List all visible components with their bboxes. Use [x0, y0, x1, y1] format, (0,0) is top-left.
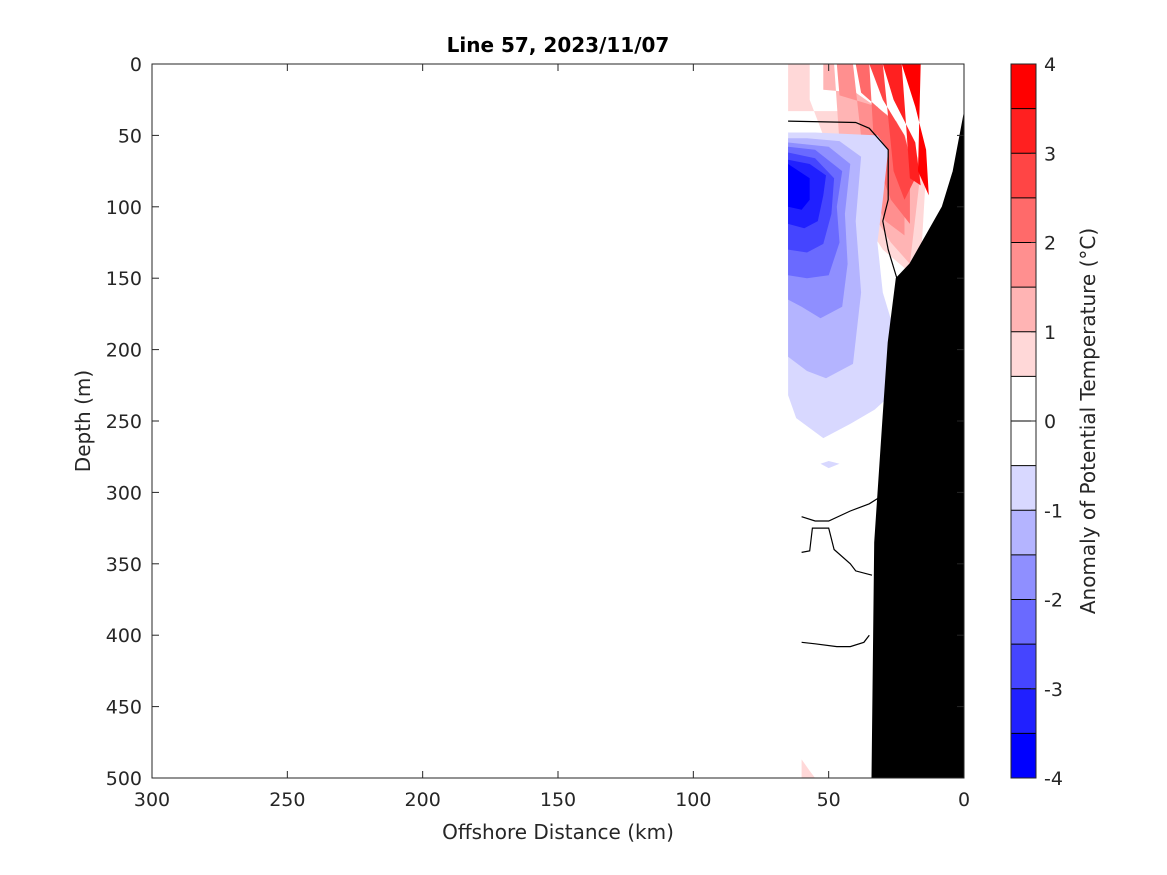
anomaly-region-8 — [820, 461, 840, 469]
colorbar-tick-label-7: 3 — [1044, 143, 1056, 165]
x-tick-label-3: 150 — [540, 789, 576, 811]
colorbar-swatch-11 — [1011, 242, 1036, 288]
y-tick-label-8: 400 — [106, 625, 142, 647]
zero-contour-0 — [788, 120, 908, 300]
colorbar-tick-label-6: 2 — [1044, 233, 1056, 255]
y-tick-label-5: 250 — [106, 411, 142, 433]
colorbar-swatch-14 — [1011, 108, 1036, 154]
colorbar-swatch-15 — [1011, 64, 1036, 109]
colorbar-swatch-4 — [1011, 554, 1036, 600]
zero-contour-1 — [801, 494, 884, 522]
y-tick-label-2: 100 — [106, 197, 142, 219]
anomaly-region-4 — [869, 64, 916, 200]
x-tick-label-1: 250 — [269, 789, 305, 811]
colorbar-swatch-0 — [1011, 733, 1036, 778]
colorbar-swatch-7 — [1011, 421, 1036, 466]
colorbar-tick-label-2: -2 — [1044, 590, 1063, 612]
colorbar-tick-label-5: 1 — [1044, 322, 1056, 344]
colorbar-tick-label-3: -1 — [1044, 500, 1063, 522]
anomaly-fills — [788, 64, 929, 778]
colorbar-tick-label-8: 4 — [1044, 54, 1056, 76]
x-axis: 300 250 200 150 100 50 0 — [134, 64, 970, 811]
colorbar-swatch-8 — [1011, 376, 1036, 421]
x-tick-label-2: 200 — [405, 789, 441, 811]
colorbar-swatch-1 — [1011, 688, 1036, 734]
colorbar-tick-label-1: -3 — [1044, 679, 1063, 701]
colorbar: -4 -3 -2 -1 0 1 2 3 4 — [1010, 54, 1063, 790]
x-axis-label: Offshore Distance (km) — [442, 820, 674, 844]
anomaly-region-5 — [882, 64, 921, 186]
bathymetry-layer — [871, 113, 964, 778]
y-tick-label-6: 300 — [106, 482, 142, 504]
bathymetry — [871, 113, 964, 778]
colorbar-swatch-9 — [1011, 331, 1036, 377]
zero-contour-3 — [801, 634, 870, 648]
y-axis: 0 50 100 150 200 250 300 350 400 450 500 — [106, 54, 964, 790]
colorbar-label: Anomaly of Potential Temperature (°C) — [1076, 228, 1100, 614]
y-tick-label-9: 450 — [106, 697, 142, 719]
y-tick-label-7: 350 — [106, 554, 142, 576]
anomaly-region-6 — [901, 64, 929, 196]
colorbar-tick-label-4: 0 — [1044, 411, 1056, 433]
y-axis-label: Depth (m) — [71, 370, 95, 472]
y-tick-label-3: 150 — [106, 268, 142, 290]
zero-contours — [788, 120, 908, 648]
y-tick-label-1: 50 — [118, 125, 142, 147]
y-tick-label-4: 200 — [106, 340, 142, 362]
x-tick-label-6: 0 — [958, 789, 970, 811]
zero-contour-2 — [801, 527, 873, 576]
x-tick-label-0: 300 — [134, 789, 170, 811]
y-tick-label-0: 0 — [130, 54, 142, 76]
x-tick-label-4: 100 — [675, 789, 711, 811]
colorbar-swatch-13 — [1011, 153, 1036, 198]
colorbar-tick-label-0: -4 — [1044, 768, 1063, 790]
x-tick-label-5: 50 — [817, 789, 841, 811]
chart-title: Line 57, 2023/11/07 — [447, 33, 670, 57]
colorbar-swatch-12 — [1011, 197, 1036, 243]
anomaly-region-15 — [801, 759, 816, 778]
anomaly-region-14 — [788, 164, 810, 210]
colorbar-swatch-3 — [1011, 599, 1036, 645]
colorbar-swatch-6 — [1011, 465, 1036, 511]
y-tick-label-10: 500 — [106, 768, 142, 790]
colorbar-swatch-10 — [1011, 287, 1036, 332]
colorbar-swatch-2 — [1011, 644, 1036, 689]
colorbar-swatch-5 — [1011, 510, 1036, 555]
